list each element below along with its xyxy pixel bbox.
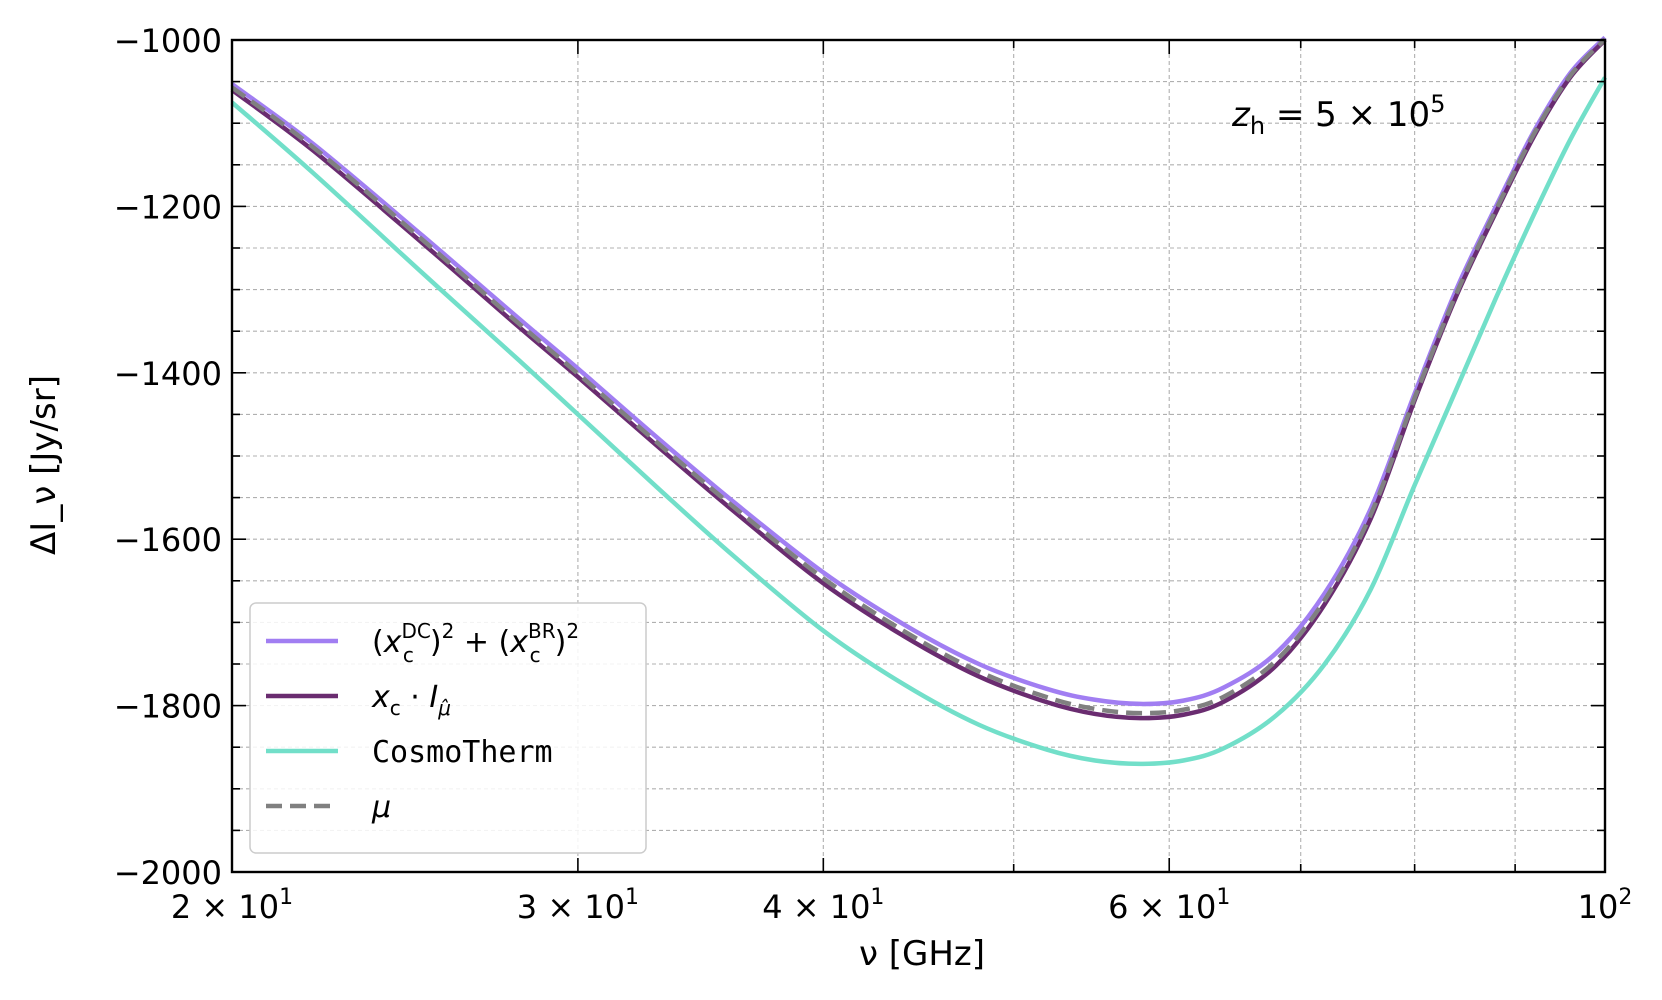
- y-tick-label: −1400: [114, 355, 222, 393]
- x-tick-label: 4 × 101: [762, 885, 884, 926]
- y-tick-label: −1200: [114, 188, 222, 226]
- x-tick-label: 6 × 101: [1108, 885, 1230, 926]
- series-line: [230, 38, 1607, 721]
- redshift-annotation: zh = 5 × 105: [1231, 90, 1445, 140]
- y-tick-labels: −1000 −1200 −1400 −1600 −1800 −2000: [114, 22, 222, 892]
- x-axis-label: ν [GHz]: [859, 934, 985, 974]
- legend-label: xc · Iμ̂: [371, 680, 451, 720]
- legend: (xDC c)2 + (xBR c)2 xc · Iμ̂ CosmoTherm μ: [249, 602, 647, 854]
- y-tick-label: −2000: [114, 854, 222, 892]
- legend-label: μ: [371, 790, 391, 825]
- y-axis-label: ΔI_ν [Jy/sr]: [24, 375, 64, 555]
- x-tick-label: 2 × 101: [171, 885, 293, 926]
- legend-label: CosmoTherm: [372, 735, 553, 770]
- x-tick-label: 102: [1578, 885, 1633, 926]
- legend-label: (xDC c)2 + (xBR c)2: [372, 619, 579, 667]
- x-tick-labels: 2 × 101 3 × 101 4 × 101 6 × 101 102: [171, 885, 1632, 926]
- legend-box: [249, 602, 647, 854]
- plot-frame: [230, 38, 1607, 874]
- plot-series: [230, 35, 1607, 767]
- y-tick-label: −1600: [114, 521, 222, 559]
- y-tick-label: −1000: [114, 22, 222, 60]
- y-tick-label: −1800: [114, 688, 222, 726]
- x-tick-label: 3 × 101: [517, 885, 639, 926]
- series-line: [230, 76, 1607, 767]
